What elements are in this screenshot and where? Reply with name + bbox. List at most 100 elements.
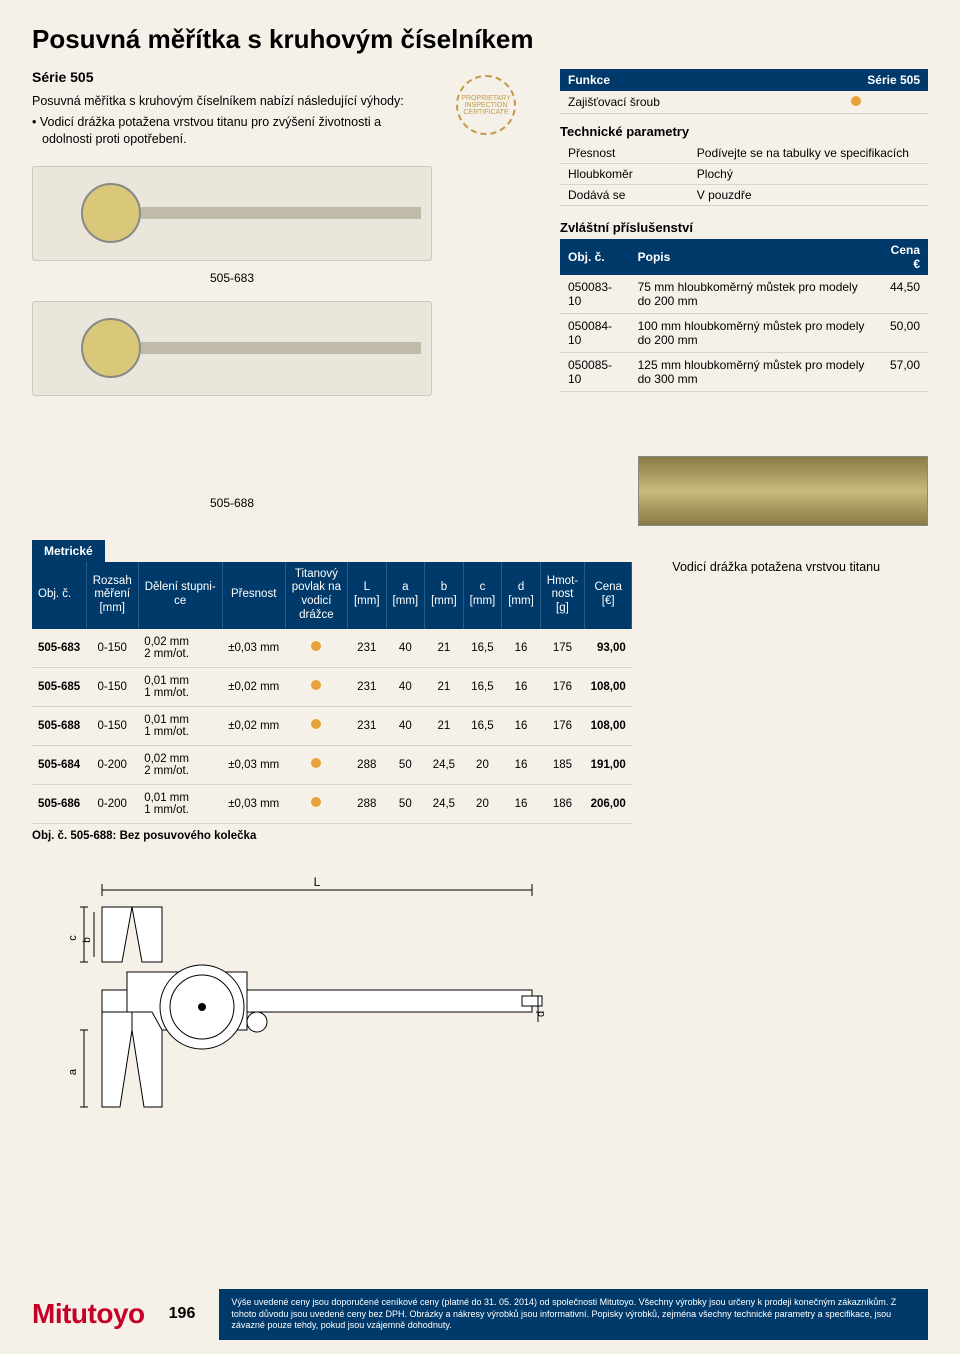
table-cell: 0-150 xyxy=(86,629,138,668)
dim-label-d: d xyxy=(535,1011,547,1017)
mitutoyo-logo: Mitutoyo xyxy=(32,1298,145,1330)
orange-dot-icon xyxy=(311,719,321,729)
param-val: Podívejte se na tabulky ve specifikacích xyxy=(689,143,928,164)
page-footer: Mitutoyo 196 Výše uvedené ceny jsou dopo… xyxy=(32,1289,928,1340)
funkce-row-value xyxy=(785,91,928,114)
table-cell: 40 xyxy=(386,629,425,668)
table-cell xyxy=(285,629,347,668)
tech-params-table: PřesnostPodívejte se na tabulky ve speci… xyxy=(560,143,928,206)
table-cell: 231 xyxy=(347,667,386,706)
table-cell: 206,00 xyxy=(585,784,632,823)
table-row: Dodává seV pouzdře xyxy=(560,185,928,206)
table-cell: 0-200 xyxy=(86,784,138,823)
table-cell: 24,5 xyxy=(425,784,464,823)
dim-label-c: c xyxy=(67,935,79,941)
table-cell: 16 xyxy=(502,706,541,745)
table-cell: 191,00 xyxy=(585,745,632,784)
orange-dot-icon xyxy=(311,641,321,651)
table-row: 505-6860-2000,01 mm1 mm/ot.±0,03 mm28850… xyxy=(32,784,632,823)
table-cell: 16 xyxy=(502,745,541,784)
orange-dot-icon xyxy=(311,680,321,690)
product-image-1 xyxy=(32,166,432,261)
table-cell: 505-685 xyxy=(32,667,86,706)
main-spec-table: Obj. č.Rozsahměření[mm]Dělení stupni-ceP… xyxy=(32,562,632,824)
mid-section: 505-688 xyxy=(32,456,928,526)
main-col-header: Hmot-nost[g] xyxy=(540,562,584,629)
intro-text: Posuvná měřítka s kruhovým číselníkem na… xyxy=(32,93,432,110)
table-cell: 0,01 mm1 mm/ot. xyxy=(138,667,222,706)
product-images: 505-683 xyxy=(32,166,432,396)
table-cell: ±0,03 mm xyxy=(222,784,285,823)
table-cell: 0-200 xyxy=(86,745,138,784)
acc-code: 050084-10 xyxy=(560,314,630,353)
badge-column: PROPRIETARY INSPECTION CERTIFICATE xyxy=(456,69,536,406)
table-cell: 175 xyxy=(540,629,584,668)
param-val: Plochý xyxy=(689,164,928,185)
table-cell: ±0,03 mm xyxy=(222,745,285,784)
main-col-header: Cena[€] xyxy=(585,562,632,629)
table-cell: 16 xyxy=(502,784,541,823)
table-cell: 16 xyxy=(502,667,541,706)
table-cell: 0,02 mm2 mm/ot. xyxy=(138,629,222,668)
main-col-header: L[mm] xyxy=(347,562,386,629)
table-cell: 288 xyxy=(347,745,386,784)
table-row: 050084-10 100 mm hloubkoměrný můstek pro… xyxy=(560,314,928,353)
main-table-wrap: Obj. č.Rozsahměření[mm]Dělení stupni-ceP… xyxy=(32,562,632,842)
table-cell: ±0,03 mm xyxy=(222,629,285,668)
funkce-row: Zajišťovací šroub xyxy=(560,91,928,114)
table-cell: 20 xyxy=(463,745,502,784)
table-row: PřesnostPodívejte se na tabulky ve speci… xyxy=(560,143,928,164)
table-cell xyxy=(285,667,347,706)
table-row: HloubkoměrPlochý xyxy=(560,164,928,185)
table-cell: 0-150 xyxy=(86,706,138,745)
funkce-row-label: Zajišťovací šroub xyxy=(560,91,785,114)
main-col-header: Titanovýpovlak navodicídrážce xyxy=(285,562,347,629)
table-cell: 0,01 mm1 mm/ot. xyxy=(138,784,222,823)
intro-bullet: Vodicí drážka potažena vrstvou titanu pr… xyxy=(32,114,432,148)
table-row: 505-6880-1500,01 mm1 mm/ot.±0,02 mm23140… xyxy=(32,706,632,745)
table-cell: 16,5 xyxy=(463,629,502,668)
table-cell: 231 xyxy=(347,629,386,668)
table-cell: ±0,02 mm xyxy=(222,706,285,745)
dim-label-a: a xyxy=(67,1068,79,1075)
table-cell: 16,5 xyxy=(463,706,502,745)
table-cell: 93,00 xyxy=(585,629,632,668)
table-cell: 24,5 xyxy=(425,745,464,784)
main-col-header: Přesnost xyxy=(222,562,285,629)
acc-desc: 75 mm hloubkoměrný můstek pro modely do … xyxy=(630,275,876,314)
table-cell: 16,5 xyxy=(463,667,502,706)
main-col-header: d[mm] xyxy=(502,562,541,629)
funkce-header-right: Série 505 xyxy=(785,69,928,91)
dim-label-L: L xyxy=(314,875,321,889)
table-cell: 505-684 xyxy=(32,745,86,784)
orange-dot-icon xyxy=(311,758,321,768)
table-cell xyxy=(285,706,347,745)
main-col-header: c[mm] xyxy=(463,562,502,629)
page-number: 196 xyxy=(169,1305,196,1323)
table-cell: 108,00 xyxy=(585,706,632,745)
funkce-header-left: Funkce xyxy=(560,69,785,91)
table-cell: 108,00 xyxy=(585,667,632,706)
table-cell: 0,02 mm2 mm/ot. xyxy=(138,745,222,784)
table-cell: 50 xyxy=(386,784,425,823)
param-val: V pouzdře xyxy=(689,185,928,206)
table-cell: 20 xyxy=(463,784,502,823)
table-cell: 505-683 xyxy=(32,629,86,668)
acc-desc: 100 mm hloubkoměrný můstek pro modely do… xyxy=(630,314,876,353)
acc-col-price: Cena € xyxy=(875,239,928,275)
table-cell: 505-686 xyxy=(32,784,86,823)
main-col-header: Dělení stupni-ce xyxy=(138,562,222,629)
param-key: Hloubkoměr xyxy=(560,164,689,185)
table-cell xyxy=(285,784,347,823)
orange-dot-icon xyxy=(311,797,321,807)
accessories-heading: Zvláštní příslušenství xyxy=(560,220,928,235)
table-cell: 0-150 xyxy=(86,667,138,706)
table-cell: 185 xyxy=(540,745,584,784)
titanium-sample-image xyxy=(638,456,928,526)
acc-price: 50,00 xyxy=(875,314,928,353)
param-key: Přesnost xyxy=(560,143,689,164)
table-row: 050083-10 75 mm hloubkoměrný můstek pro … xyxy=(560,275,928,314)
intro-column: Série 505 Posuvná měřítka s kruhovým čís… xyxy=(32,69,432,406)
table-row: 505-6850-1500,01 mm1 mm/ot.±0,02 mm23140… xyxy=(32,667,632,706)
funkce-table: Funkce Série 505 Zajišťovací šroub xyxy=(560,69,928,114)
